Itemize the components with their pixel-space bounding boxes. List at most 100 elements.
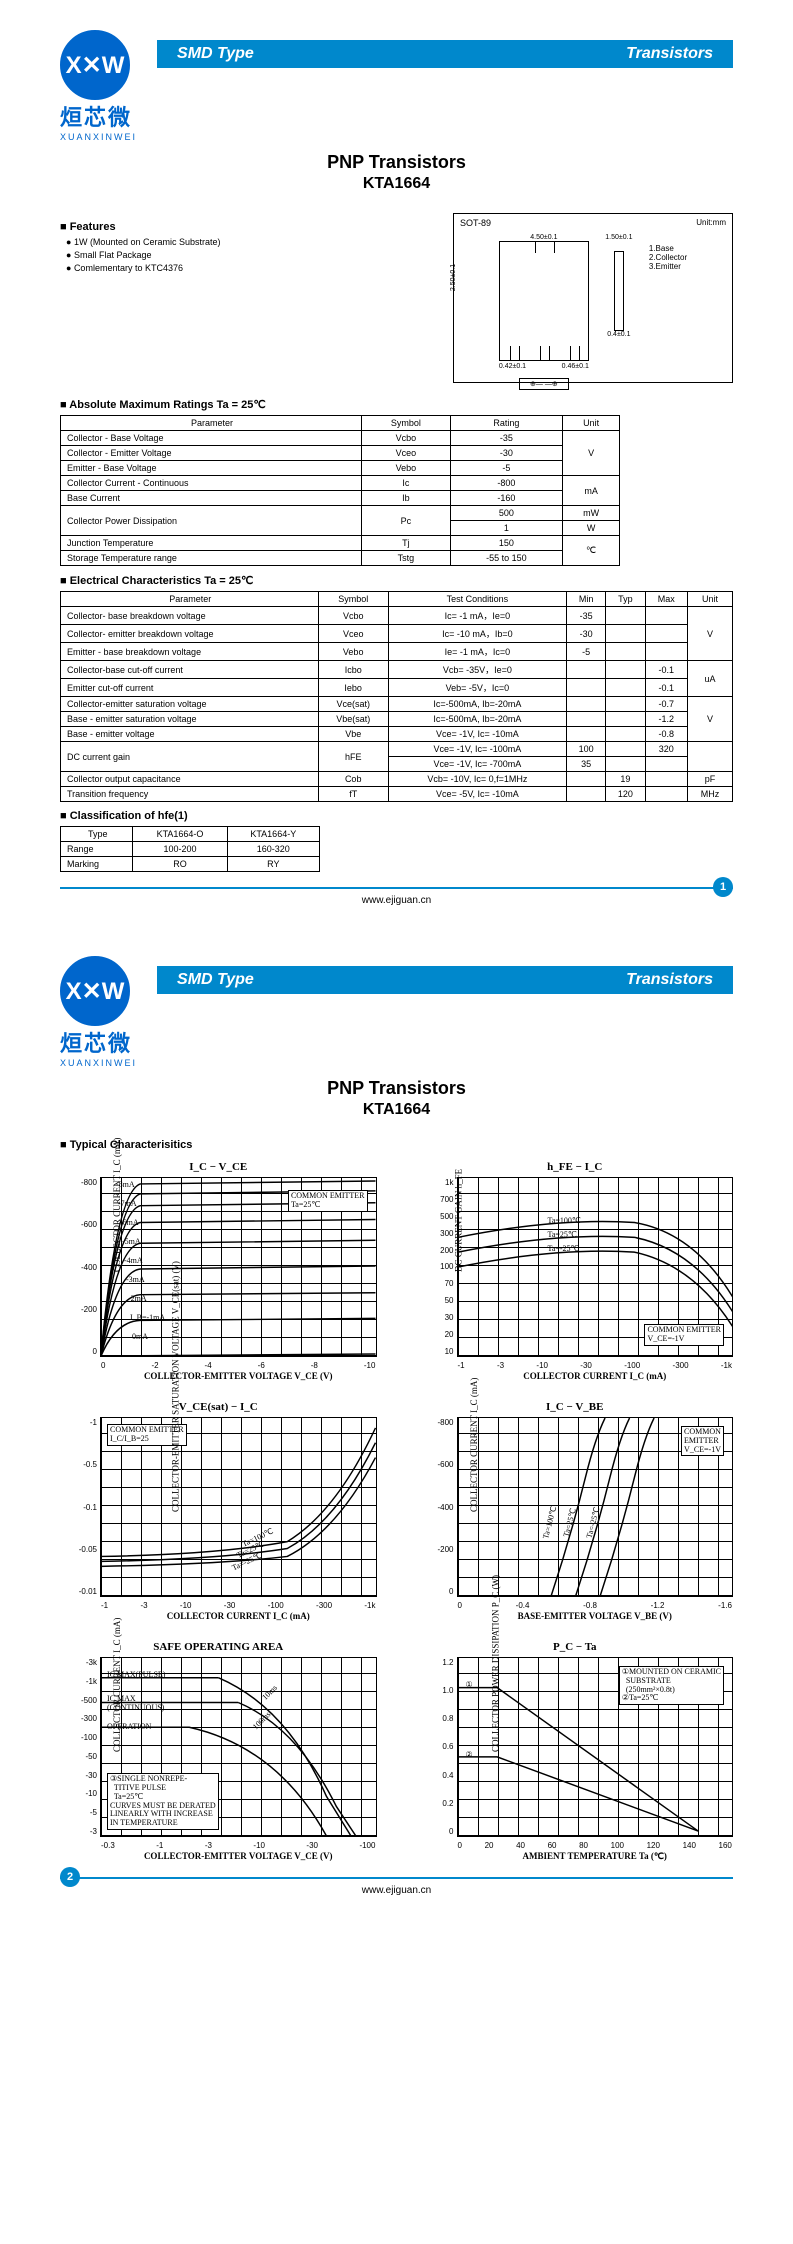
banner-right: Transistors	[626, 45, 713, 63]
chart-note: COMMON EMITTER Ta=25℃	[288, 1190, 368, 1212]
tbl1-hdr: Absolute Maximum Ratings Ta = 25℃	[60, 398, 733, 411]
table-row: Base - emitter saturation voltageVbe(sat…	[61, 712, 733, 727]
x-axis-label: AMBIENT TEMPERATURE Ta (℃)	[457, 1851, 734, 1862]
page-1: X✕W 烜芯微 XUANXINWEI SMD Type Transistors …	[0, 0, 793, 926]
pin-labels: 1.Base 2.Collector 3.Emitter	[649, 244, 687, 390]
hfe-class-table: TypeKTA1664-OKTA1664-YRange100-200160-32…	[60, 826, 320, 872]
logo-block: X✕W 烜芯微 XUANXINWEI	[60, 30, 137, 142]
table-row: Collector - Emitter VoltageVceo-30	[61, 446, 620, 461]
typ-char-hdr: Typical Characterisitics	[60, 1139, 733, 1151]
chart-plot: -3k-1k-500-300-100-50-30-10-5-3-0.3-1-3-…	[100, 1657, 377, 1837]
logo-text: 烜芯微 XUANXINWEI	[60, 100, 137, 142]
pkg-side-view: 1.50±0.1 0.4±0.1	[599, 234, 639, 354]
banner-right: Transistors	[626, 971, 713, 989]
page-number: 2	[60, 1867, 80, 1887]
page-2: X✕W 烜芯微 XUANXINWEI SMD Type Transistors …	[0, 926, 793, 1916]
table-row: Storage Temperature rangeTstg-55 to 150	[61, 551, 620, 566]
logo-icon: X✕W	[60, 956, 130, 1026]
table-row: Collector Power DissipationPc500mW	[61, 506, 620, 521]
x-axis-label: COLLECTOR-EMITTER VOLTAGE V_CE (V)	[100, 1371, 377, 1381]
feature-item: 1W (Mounted on Ceramic Substrate)	[66, 237, 453, 247]
abs-max-table: ParameterSymbolRatingUnitCollector - Bas…	[60, 415, 620, 566]
feature-item: Small Flat Package	[66, 250, 453, 260]
elec-char-table: ParameterSymbolTest ConditionsMinTypMaxU…	[60, 591, 733, 802]
page-number: 1	[713, 877, 733, 897]
chart-plot: 1k7005003002001007050302010-1-3-10-30-10…	[457, 1177, 734, 1357]
charts-grid: I_C − V_CE -800-600-400-20000-2-4-6-8-10C…	[60, 1161, 733, 1862]
chart: I_C − V_BE-800-600-400-20000-0.4-0.8-1.2…	[417, 1401, 734, 1621]
table-row: MarkingRORY	[61, 857, 320, 872]
table-row: Emitter - base breakdown voltageVeboIe= …	[61, 643, 733, 661]
logo-mark: X✕W	[66, 51, 125, 80]
tbl3-hdr: Classification of hfe(1)	[60, 810, 733, 822]
logo-icon: X✕W	[60, 30, 130, 100]
chart-title: h_FE − I_C	[417, 1161, 734, 1173]
table-row: Collector - Base VoltageVcbo-35V	[61, 431, 620, 446]
table-row: Emitter cut-off currentIeboVeb= -5V，Ic=0…	[61, 679, 733, 697]
table-row: Collector- emitter breakdown voltageVceo…	[61, 625, 733, 643]
y-axis-label: COLLECTOR CURRENT I_C (mA)	[469, 1378, 479, 1512]
banner: SMD Type Transistors	[157, 966, 733, 994]
subtitle: PNP Transistors	[60, 1078, 733, 1099]
logo-en: XUANXINWEI	[60, 1058, 137, 1068]
features-hdr: Features	[60, 221, 453, 233]
banner-left: SMD Type	[177, 971, 254, 989]
chart: V_CE(sat) − I_C -1-0.5-0.1-0.05-0.01-1-3-…	[60, 1401, 377, 1621]
chart-title: I_C − V_BE	[417, 1401, 734, 1413]
top-section: Features 1W (Mounted on Ceramic Substrat…	[60, 213, 733, 383]
footer-url: www.ejiguan.cn	[362, 1885, 431, 1896]
chart-note: COMMON EMITTER V_CE=-1V	[681, 1426, 724, 1456]
footer: www.ejiguan.cn 1	[60, 887, 733, 906]
logo-cn: 烜芯微	[60, 100, 137, 132]
banner-left: SMD Type	[177, 45, 254, 63]
x-axis-label: COLLECTOR CURRENT I_C (mA)	[457, 1371, 734, 1381]
table-row: Collector Current - ContinuousIc-800mA	[61, 476, 620, 491]
chart-plot: -800-600-400-20000-2-4-6-8-10COMMON EMIT…	[100, 1177, 377, 1357]
x-axis-label: COLLECTOR-EMITTER VOLTAGE V_CE (V)	[100, 1851, 377, 1861]
y-axis-label: COLLECTOR CURRENT I_C (mA)	[112, 1618, 122, 1752]
pkg-unit: Unit:mm	[696, 218, 726, 227]
chart-plot: -1-0.5-0.1-0.05-0.01-1-3-10-30-100-300-1…	[100, 1417, 377, 1597]
chart: P_C − Ta1.21.00.80.60.40.200204060801001…	[417, 1641, 734, 1862]
table-row: Junction TemperatureTj150℃	[61, 536, 620, 551]
table-row: Base - emitter voltageVbeVce= -1V, Ic= -…	[61, 727, 733, 742]
logo-block: X✕W 烜芯微 XUANXINWEI	[60, 956, 137, 1068]
logo-en: XUANXINWEI	[60, 132, 137, 142]
chart: h_FE − I_C 1k7005003002001007050302010-1-…	[417, 1161, 734, 1381]
part-number: KTA1664	[60, 1101, 733, 1119]
chart: SAFE OPERATING AREA -3k-1k-500-300-100-50…	[60, 1641, 377, 1862]
chart-title: I_C − V_CE	[60, 1161, 377, 1173]
table-row: Emitter - Base VoltageVebo-5	[61, 461, 620, 476]
pkg-front-view: 4.50±0.1 0.42±0.1 0.46±0.1 ⊕— —⊕	[499, 234, 589, 390]
chart-title: P_C − Ta	[417, 1641, 734, 1653]
chart-note: ①MOUNTED ON CERAMIC SUBSTRATE (250mm²×0.…	[619, 1666, 724, 1705]
table-row: Range100-200160-320	[61, 842, 320, 857]
header: X✕W 烜芯微 XUANXINWEI SMD Type Transistors	[60, 956, 733, 1068]
pkg-label: SOT-89	[460, 218, 491, 228]
logo-text: 烜芯微 XUANXINWEI	[60, 1026, 137, 1068]
header: X✕W 烜芯微 XUANXINWEI SMD Type Transistors	[60, 30, 733, 142]
banner: SMD Type Transistors	[157, 40, 733, 68]
chart-title: V_CE(sat) − I_C	[60, 1401, 377, 1413]
logo-cn: 烜芯微	[60, 1026, 137, 1058]
y-axis-label: COLLECTOR CURRENT I_C (mA)	[112, 1138, 122, 1272]
package-diagram: SOT-89 Unit:mm 4.50±0.1 0.42±0.1 0.46±0.…	[453, 213, 733, 383]
y-axis-label: DC CURRENT GAIN h_FE	[453, 1169, 463, 1272]
table-row: Base CurrentIb-160	[61, 491, 620, 506]
y-axis-label: COLLECTOR-EMITTER SATURATION VOLTAGE V_C…	[170, 1261, 180, 1512]
feature-item: Comlementary to KTC4376	[66, 263, 453, 273]
footer: www.ejiguan.cn 2	[60, 1877, 733, 1896]
features: Features 1W (Mounted on Ceramic Substrat…	[60, 213, 453, 383]
footer-url: www.ejiguan.cn	[362, 895, 431, 906]
table-row: Collector output capacitanceCobVcb= -10V…	[61, 772, 733, 787]
table-row: Collector-emitter saturation voltageVce(…	[61, 697, 733, 712]
table-row: Transition frequencyfTVce= -5V, Ic= -10m…	[61, 787, 733, 802]
chart-note: ③SINGLE NONREPE- TITIVE PULSE Ta=25℃ CUR…	[107, 1773, 219, 1830]
table-row: Collector- base breakdown voltageVcboIc=…	[61, 607, 733, 625]
tbl2-hdr: Electrical Characteristics Ta = 25℃	[60, 574, 733, 587]
logo-mark: X✕W	[66, 977, 125, 1006]
part-number: KTA1664	[60, 175, 733, 193]
chart: I_C − V_CE -800-600-400-20000-2-4-6-8-10C…	[60, 1161, 377, 1381]
chart-note: COMMON EMITTER V_CE=-1V	[644, 1324, 724, 1346]
chart-title: SAFE OPERATING AREA	[60, 1641, 377, 1653]
